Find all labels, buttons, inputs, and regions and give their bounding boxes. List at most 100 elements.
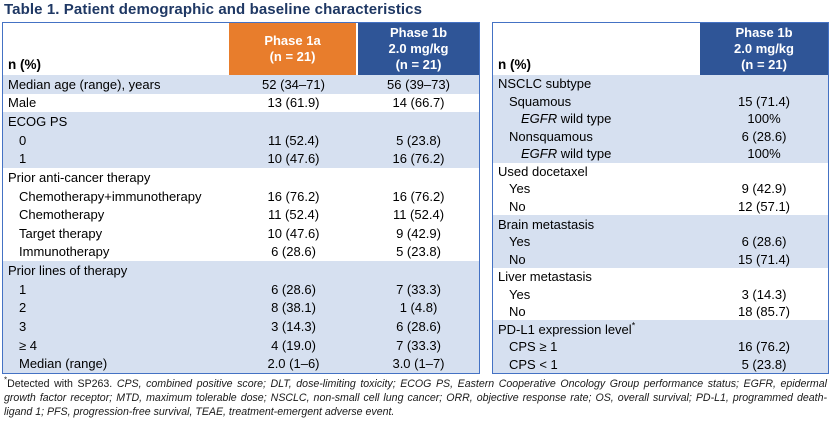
- row-value: 7 (33.3): [396, 337, 441, 353]
- row-value: 3 (14.3): [271, 318, 316, 334]
- table-row: Prior lines of therapy: [3, 261, 479, 280]
- row-label: CPS < 1: [509, 356, 558, 372]
- row-value: 5 (23.8): [741, 356, 787, 372]
- table-row: No 15 (71.4): [493, 250, 828, 268]
- table-row: Prior anti-cancer therapy: [3, 168, 479, 187]
- row-label: 1: [19, 151, 27, 167]
- right-table-body: NSCLC subtype Squamous 15 (71.4) EGFR wild …: [493, 75, 828, 374]
- row-value: 10 (47.6): [267, 151, 320, 167]
- row-value: 16 (76.2): [392, 188, 445, 204]
- row-value: 16 (76.2): [392, 151, 445, 167]
- row-label: NSCLC subtype: [498, 76, 592, 92]
- row-label: No: [509, 198, 526, 214]
- row-value: 11 (52.4): [267, 132, 320, 148]
- row-label: 1: [19, 281, 27, 297]
- gene-name: EGFR: [521, 111, 558, 127]
- table-row: 0 11 (52.4) 5 (23.8): [3, 130, 479, 150]
- row-value: 9 (42.9): [741, 181, 787, 197]
- row-label: 2: [19, 300, 27, 316]
- row-value: 11 (52.4): [267, 207, 320, 223]
- row-label: EGFR wild type: [521, 146, 612, 162]
- row-label: 3: [19, 318, 27, 334]
- table-row: Liver metastasis: [493, 267, 828, 286]
- row-value: 10 (47.6): [267, 225, 320, 241]
- row-value: 52 (34–71): [262, 76, 325, 92]
- footnote-asterisk: *: [4, 375, 8, 385]
- table-title: Table 1. Patient demographic and baselin…: [4, 1, 423, 18]
- row-value: 6 (28.6): [741, 234, 787, 250]
- row-label: Prior anti-cancer therapy: [8, 169, 151, 185]
- table-row: Nonsquamous 6 (28.6): [493, 127, 828, 146]
- row-value: 9 (42.9): [396, 225, 441, 241]
- row-value: 6 (28.6): [396, 318, 441, 334]
- row-label: Immunotherapy: [19, 244, 110, 260]
- table-row: 2 8 (38.1) 1 (4.8): [3, 298, 479, 318]
- table-row: Target therapy 10 (47.6) 9 (42.9): [3, 224, 479, 243]
- table-row: CPS ≥ 1 16 (76.2): [493, 337, 828, 356]
- row-value: 11 (52.4): [392, 207, 445, 223]
- row-value: 6 (28.6): [741, 128, 787, 144]
- row-label: 0: [19, 132, 27, 148]
- row-value: 1 (4.8): [399, 300, 438, 316]
- footnote-marker: *: [631, 321, 636, 331]
- row-label: Used docetaxel: [498, 163, 588, 179]
- right-header-n-percent: n (%): [493, 23, 698, 75]
- row-value: 100%: [747, 111, 781, 127]
- row-value: 12 (57.1): [737, 198, 791, 214]
- right-header-phase-1b: Phase 1b 2.0 mg/kg (n = 21): [698, 23, 828, 75]
- left-table-header: n (%) Phase 1a (n = 21) Phase 1b 2.0 mg/…: [3, 23, 479, 75]
- row-value: 5 (23.8): [396, 132, 441, 148]
- table-row: Median age (range), years 52 (34–71) 56 (3…: [3, 75, 479, 94]
- table-row: Yes 9 (42.9): [493, 180, 828, 198]
- left-header-phase-1b: Phase 1b 2.0 mg/kg (n = 21): [356, 23, 479, 75]
- table-row: 1 10 (47.6) 16 (76.2): [3, 149, 479, 169]
- table-row: No 18 (85.7): [493, 302, 828, 321]
- row-label: PD-L1 expression level*: [498, 321, 636, 337]
- row-label: Yes: [509, 181, 531, 197]
- row-label: Yes: [509, 286, 531, 302]
- table-row: EGFR wild type 100%: [493, 145, 828, 163]
- row-value: 3 (14.3): [741, 286, 787, 302]
- row-label: Target therapy: [19, 225, 103, 241]
- table-row: Median (range) 2.0 (1–6) 3.0 (1–7): [3, 354, 479, 373]
- row-value: 6 (28.6): [271, 281, 316, 297]
- row-label: Prior lines of therapy: [8, 263, 128, 279]
- row-value: 4 (19.0): [271, 337, 316, 353]
- row-label: Nonsquamous: [509, 128, 593, 144]
- row-label: Squamous: [509, 93, 572, 109]
- row-value: 18 (85.7): [737, 304, 791, 320]
- table-footnote: *Detected with SP263. CPS, combined posi…: [4, 375, 827, 419]
- table-row: Squamous 15 (71.4): [493, 92, 828, 111]
- row-value: 2.0 (1–6): [267, 356, 320, 372]
- table-row: 1 6 (28.6) 7 (33.3): [3, 279, 479, 299]
- table-row: No 12 (57.1): [493, 197, 828, 216]
- left-header-phase-1a: Phase 1a (n = 21): [229, 23, 356, 75]
- table-row: Chemotherapy 11 (52.4) 11 (52.4): [3, 205, 479, 224]
- row-value: 3.0 (1–7): [392, 356, 445, 372]
- right-characteristics-table: n (%) Phase 1b 2.0 mg/kg (n = 21) NSCLC …: [492, 22, 829, 374]
- row-value: 56 (39–73): [387, 76, 450, 92]
- row-value: 15 (71.4): [737, 93, 791, 109]
- row-label: No: [509, 304, 526, 320]
- row-label: ≥ 4: [19, 337, 37, 353]
- row-label: Chemotherapy: [19, 207, 105, 223]
- row-label: EGFR wild type: [521, 111, 612, 127]
- left-header-n-percent: n (%): [3, 23, 229, 75]
- row-label: Liver metastasis: [498, 269, 592, 285]
- row-label: No: [509, 251, 526, 267]
- right-table-header: n (%) Phase 1b 2.0 mg/kg (n = 21): [493, 23, 828, 75]
- table-row: Used docetaxel: [493, 162, 828, 181]
- row-value: 6 (28.6): [271, 244, 316, 260]
- table-row: ≥ 4 4 (19.0) 7 (33.3): [3, 335, 479, 355]
- row-value: 15 (71.4): [737, 251, 791, 267]
- row-value: 5 (23.8): [396, 244, 441, 260]
- row-value: 100%: [747, 146, 781, 162]
- row-label: Median (range): [19, 356, 108, 372]
- row-value: 16 (76.2): [737, 339, 791, 355]
- row-value: 8 (38.1): [271, 300, 316, 316]
- table-row: Immunotherapy 6 (28.6) 5 (23.8): [3, 242, 479, 262]
- table-row: Yes 6 (28.6): [493, 232, 828, 251]
- footnote-abbreviations: CPS, combined positive score; DLT, dose-…: [4, 378, 827, 418]
- row-label: Yes: [509, 234, 531, 250]
